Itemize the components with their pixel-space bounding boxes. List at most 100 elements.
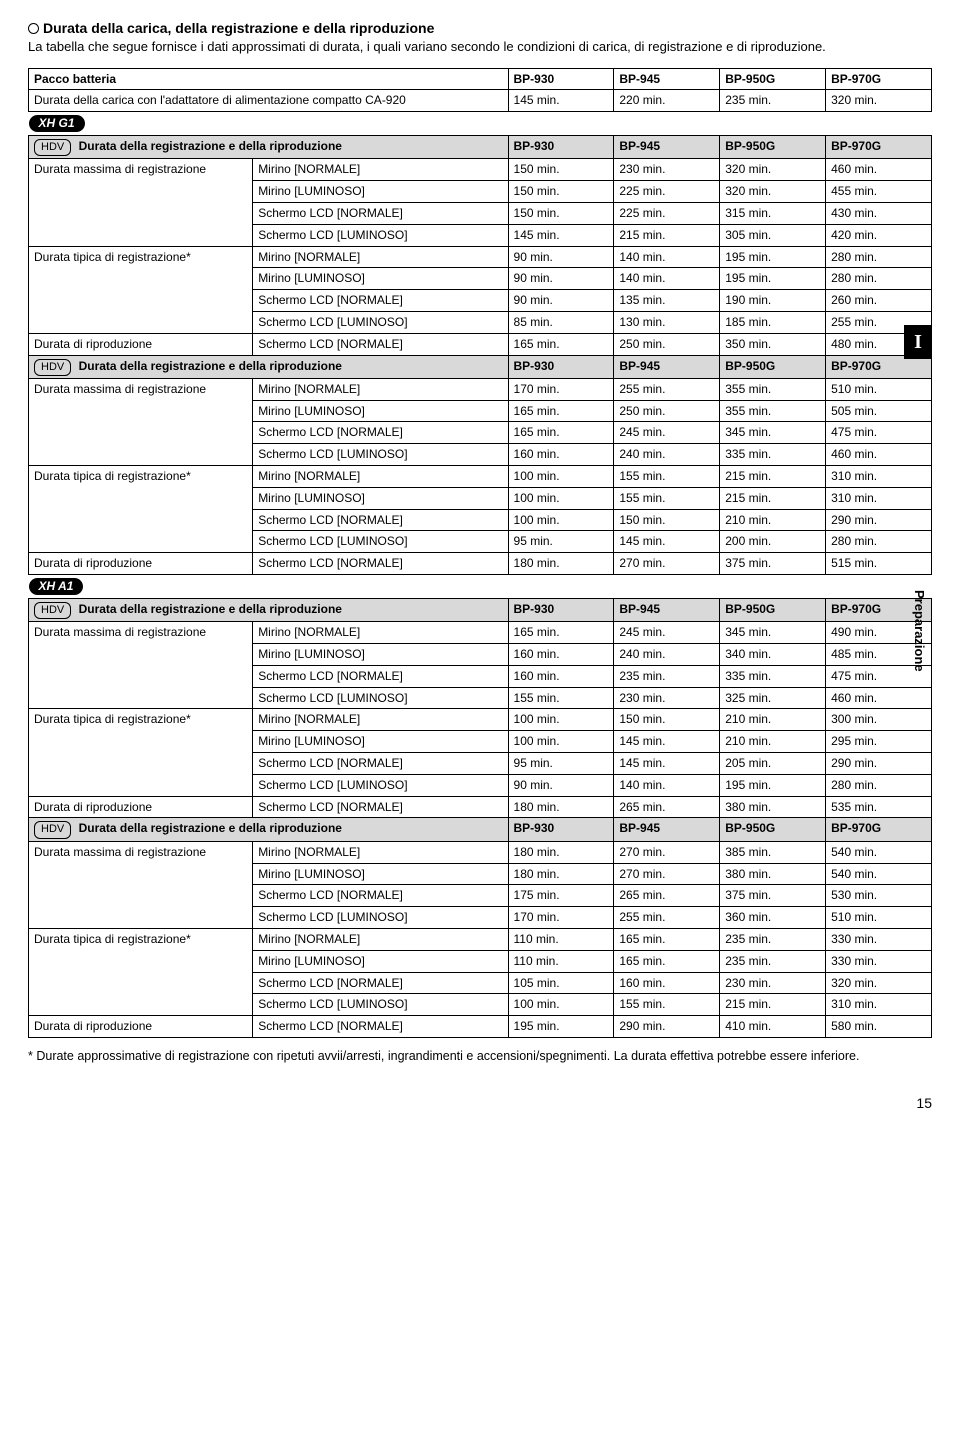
- val: 150 min.: [614, 509, 720, 531]
- row-label-typ: Durata tipica di registrazione*: [29, 246, 253, 333]
- val: 290 min.: [614, 1016, 720, 1038]
- battery-header: BP-970G: [826, 135, 932, 158]
- val: 290 min.: [826, 509, 932, 531]
- val: 215 min.: [614, 224, 720, 246]
- val: 270 min.: [614, 841, 720, 863]
- mode-label: Schermo LCD [LUMINOSO]: [253, 994, 508, 1016]
- mode-label: Mirino [NORMALE]: [253, 929, 508, 951]
- mode-label: Schermo LCD [NORMALE]: [253, 972, 508, 994]
- charge-val: 235 min.: [720, 90, 826, 112]
- mode-label: Mirino [NORMALE]: [253, 159, 508, 181]
- val: 380 min.: [720, 796, 826, 818]
- page-number: 15: [28, 1095, 932, 1111]
- val: 155 min.: [614, 994, 720, 1016]
- battery-header: BP-930: [508, 355, 614, 378]
- val: 150 min.: [614, 709, 720, 731]
- val: 150 min.: [508, 159, 614, 181]
- val: 240 min.: [614, 444, 720, 466]
- val: 340 min.: [720, 644, 826, 666]
- row-label-play: Durata di riproduzione: [29, 1016, 253, 1038]
- val: 100 min.: [508, 509, 614, 531]
- mode-label: Schermo LCD [NORMALE]: [253, 422, 508, 444]
- mode-label: Schermo LCD [NORMALE]: [253, 1016, 508, 1038]
- battery-header: BP-970G: [826, 68, 932, 90]
- val: 255 min.: [614, 907, 720, 929]
- val: 215 min.: [720, 994, 826, 1016]
- mode-label: Schermo LCD [NORMALE]: [253, 665, 508, 687]
- val: 270 min.: [614, 553, 720, 575]
- val: 205 min.: [720, 753, 826, 775]
- val: 85 min.: [508, 311, 614, 333]
- section-title: Durata della registrazione e della ripro…: [79, 602, 342, 616]
- battery-header: BP-930: [508, 68, 614, 90]
- val: 150 min.: [508, 202, 614, 224]
- battery-header: BP-945: [614, 818, 720, 841]
- val: 105 min.: [508, 972, 614, 994]
- val: 130 min.: [614, 311, 720, 333]
- val: 310 min.: [826, 487, 932, 509]
- val: 320 min.: [720, 159, 826, 181]
- val: 195 min.: [508, 1016, 614, 1038]
- val: 245 min.: [614, 622, 720, 644]
- val: 175 min.: [508, 885, 614, 907]
- battery-table: Pacco batteria BP-930 BP-945 BP-950G BP-…: [28, 68, 932, 1038]
- battery-header: BP-950G: [720, 68, 826, 90]
- row-label-play: Durata di riproduzione: [29, 796, 253, 818]
- val: 170 min.: [508, 378, 614, 400]
- mode-label: Schermo LCD [NORMALE]: [253, 885, 508, 907]
- val: 310 min.: [826, 994, 932, 1016]
- section-header: HDV Durata della registrazione e della r…: [29, 818, 509, 841]
- heading-text: Durata della carica, della registrazione…: [43, 20, 434, 36]
- model-row: XH G1: [29, 112, 932, 136]
- charge-label: Durata della carica con l'adattatore di …: [29, 90, 509, 112]
- mode-label: Schermo LCD [NORMALE]: [253, 202, 508, 224]
- val: 515 min.: [826, 553, 932, 575]
- val: 305 min.: [720, 224, 826, 246]
- val: 90 min.: [508, 268, 614, 290]
- mode-label: Schermo LCD [LUMINOSO]: [253, 774, 508, 796]
- section-title: Durata della registrazione e della ripro…: [79, 139, 342, 153]
- row-label-max: Durata massima di registrazione: [29, 378, 253, 465]
- val: 230 min.: [614, 687, 720, 709]
- val: 155 min.: [614, 487, 720, 509]
- val: 335 min.: [720, 665, 826, 687]
- row-label-max: Durata massima di registrazione: [29, 622, 253, 709]
- val: 185 min.: [720, 311, 826, 333]
- mode-label: Schermo LCD [LUMINOSO]: [253, 687, 508, 709]
- mode-label: Mirino [LUMINOSO]: [253, 731, 508, 753]
- battery-header: BP-945: [614, 598, 720, 621]
- mode-label: Mirino [LUMINOSO]: [253, 863, 508, 885]
- val: 330 min.: [826, 929, 932, 951]
- mode-label: Mirino [NORMALE]: [253, 622, 508, 644]
- val: 210 min.: [720, 709, 826, 731]
- row-label-typ: Durata tipica di registrazione*: [29, 466, 253, 553]
- val: 335 min.: [720, 444, 826, 466]
- mode-label: Schermo LCD [NORMALE]: [253, 290, 508, 312]
- row-label-play: Durata di riproduzione: [29, 553, 253, 575]
- mode-label: Mirino [LUMINOSO]: [253, 268, 508, 290]
- val: 160 min.: [508, 665, 614, 687]
- mode-label: Mirino [LUMINOSO]: [253, 644, 508, 666]
- val: 110 min.: [508, 950, 614, 972]
- mode-label: Schermo LCD [LUMINOSO]: [253, 224, 508, 246]
- mode-label: Schermo LCD [LUMINOSO]: [253, 311, 508, 333]
- val: 145 min.: [614, 753, 720, 775]
- val: 235 min.: [720, 950, 826, 972]
- row-label-typ: Durata tipica di registrazione*: [29, 929, 253, 1016]
- hdv-badge: HDV: [34, 821, 71, 838]
- val: 155 min.: [508, 687, 614, 709]
- val: 90 min.: [508, 774, 614, 796]
- val: 355 min.: [720, 400, 826, 422]
- val: 140 min.: [614, 246, 720, 268]
- val: 540 min.: [826, 841, 932, 863]
- side-tab-preparazione: Preparazione: [912, 590, 927, 672]
- val: 145 min.: [614, 531, 720, 553]
- val: 315 min.: [720, 202, 826, 224]
- val: 195 min.: [720, 774, 826, 796]
- battery-header: BP-945: [614, 135, 720, 158]
- val: 165 min.: [614, 929, 720, 951]
- val: 180 min.: [508, 796, 614, 818]
- mode-label: Schermo LCD [LUMINOSO]: [253, 531, 508, 553]
- val: 145 min.: [508, 224, 614, 246]
- row-label-max: Durata massima di registrazione: [29, 159, 253, 246]
